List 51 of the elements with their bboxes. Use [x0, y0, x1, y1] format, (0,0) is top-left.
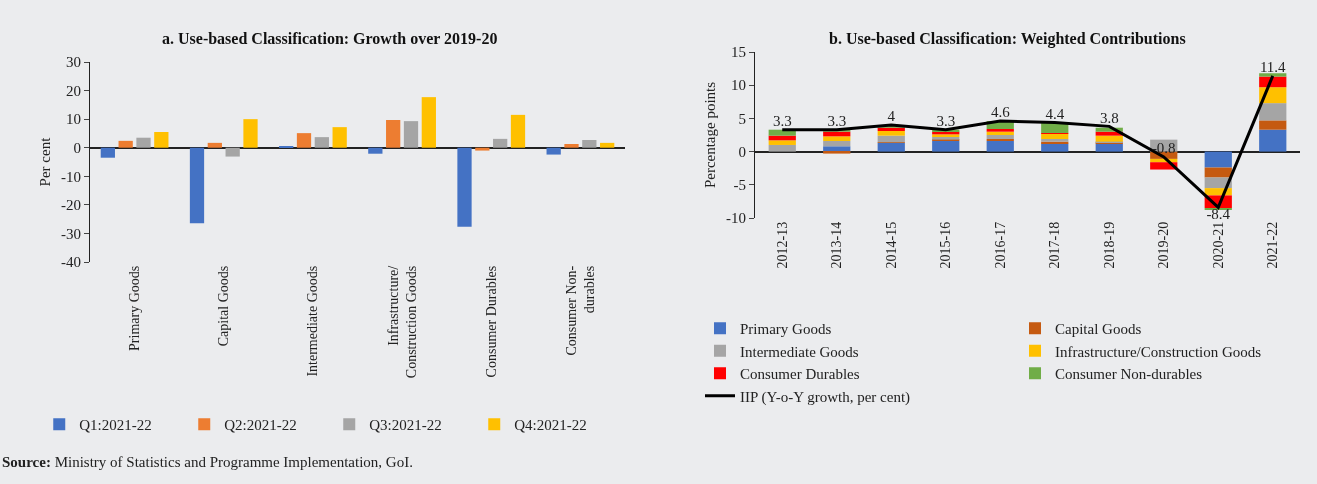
legend-label: IIP (Y-o-Y growth, per cent) — [740, 388, 911, 406]
data-label: 3.3 — [827, 112, 847, 129]
x-tick-label: 2021-22 — [1265, 221, 1281, 269]
y-tick-label: -40 — [61, 254, 81, 271]
y-tick-label: 5 — [738, 110, 746, 127]
x-tick-label: 2018-19 — [1101, 221, 1117, 269]
x-tick-label: Infrastructure/ Construction Goods — [385, 265, 419, 379]
x-tick-label: 2016-17 — [992, 221, 1008, 269]
source-note: Source: Ministry of Statistics and Programme Implementation, GoI. — [2, 454, 413, 470]
y-tick-label: -10 — [726, 210, 746, 227]
data-label: 3.3 — [936, 112, 956, 129]
y-tick-label: -20 — [61, 197, 81, 214]
legend-label: Q3:2021-22 — [369, 417, 442, 434]
y-axis-title: Percentage points — [702, 81, 719, 189]
x-tick-label: Intermediate Goods — [305, 265, 321, 377]
y-tick-label: 20 — [66, 82, 81, 99]
y-tick-label: 0 — [73, 139, 81, 156]
legend-label: Infrastructure/Construction Goods — [1055, 343, 1262, 360]
y-tick-label: 0 — [738, 143, 746, 160]
x-tick-label: 2015-16 — [938, 221, 954, 269]
y-tick-label: -10 — [61, 168, 81, 185]
data-label: 4 — [887, 108, 896, 125]
y-tick-label: -30 — [61, 225, 81, 242]
legend-label: Consumer Non-durables — [1055, 366, 1203, 383]
x-tick-label: Consumer Non- durables — [563, 265, 598, 356]
x-tick-label: Capital Goods — [216, 265, 232, 347]
y-tick-label: -5 — [733, 177, 746, 194]
x-tick-label: 2012-13 — [774, 221, 790, 269]
x-tick-label: Primary Goods — [127, 265, 143, 351]
y-axis-title: Per cent — [37, 136, 54, 187]
data-label: 11.4 — [1259, 59, 1287, 76]
y-tick-label: 10 — [731, 77, 746, 94]
data-label: 3.8 — [1099, 109, 1119, 126]
x-tick-label: 2019-20 — [1156, 221, 1172, 269]
chart-title: b. Use-based Classification: Weighted Contributions — [829, 30, 1186, 48]
data-label: -8.4 — [1206, 205, 1231, 222]
x-tick-label: Consumer Durables — [483, 265, 499, 378]
data-label: 4.4 — [1045, 105, 1065, 122]
chart-title: a. Use-based Classification: Growth over 2019-20 — [162, 30, 498, 47]
legend-label: Q1:2021-22 — [79, 417, 152, 434]
data-label: 3.3 — [772, 112, 792, 129]
data-label: 4.6 — [990, 104, 1011, 121]
y-tick-label: 30 — [66, 54, 81, 71]
legend-label: Q2:2021-22 — [224, 417, 297, 434]
y-tick-label: 10 — [66, 111, 81, 128]
x-tick-label: 2013-14 — [829, 221, 845, 269]
x-tick-label: 2014-15 — [883, 221, 899, 269]
legend-label: Q4:2021-22 — [514, 417, 587, 434]
x-tick-label: 2017-18 — [1047, 221, 1063, 269]
x-tick-label: 2020-21 — [1210, 221, 1226, 269]
y-tick-label: 15 — [731, 44, 746, 61]
